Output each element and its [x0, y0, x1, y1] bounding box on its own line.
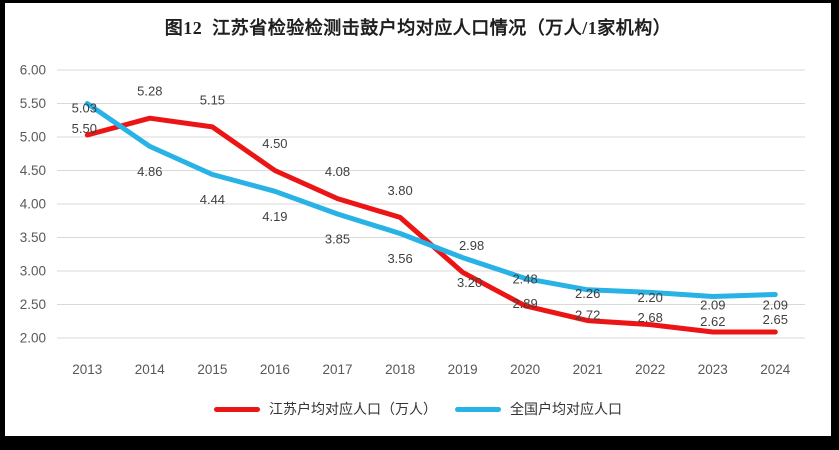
x-axis-tick-label: 2018 [385, 362, 415, 377]
x-axis-tick-label: 2024 [760, 362, 791, 377]
data-label: 2.26 [575, 286, 600, 301]
data-label: 4.86 [137, 164, 162, 179]
y-axis-tick-label: 5.50 [20, 96, 46, 111]
data-label: 2.62 [700, 314, 725, 329]
data-label: 4.19 [262, 209, 287, 224]
x-axis-tick-label: 2020 [510, 362, 540, 377]
jiangsu-line-swatch-icon [214, 406, 260, 412]
data-label: 4.44 [200, 192, 225, 207]
data-label: 2.09 [763, 298, 788, 313]
x-axis-tick-label: 2019 [448, 362, 478, 377]
y-axis-tick-label: 4.50 [20, 163, 46, 178]
x-axis-tick-label: 2017 [322, 362, 352, 377]
data-label: 4.50 [262, 136, 287, 151]
legend-label-jiangsu: 江苏户均对应人口（万人） [269, 401, 437, 417]
chart-legend: 江苏户均对应人口（万人） 全国户均对应人口 [5, 395, 831, 423]
data-label: 2.20 [638, 290, 663, 305]
y-axis-tick-label: 5.00 [20, 130, 46, 145]
data-label: 2.89 [512, 296, 537, 311]
x-axis-tick-label: 2015 [197, 362, 227, 377]
data-label: 5.15 [200, 92, 225, 107]
data-label: 4.08 [325, 164, 350, 179]
y-axis-tick-label: 2.50 [20, 297, 46, 312]
legend-item-jiangsu: 江苏户均对应人口（万人） [214, 399, 437, 419]
chart-title: 图12 江苏省检验检测击鼓户均对应人口情况（万人/1家机构） [164, 18, 672, 38]
data-label: 5.28 [137, 84, 162, 99]
x-axis-tick-label: 2023 [698, 362, 728, 377]
x-axis-tick-label: 2021 [573, 362, 603, 377]
data-label: 3.56 [387, 251, 412, 266]
y-axis-tick-label: 3.00 [20, 264, 46, 279]
y-axis-tick-label: 2.00 [20, 331, 46, 346]
line-chart-plot-area: 6.00 5.50 5.00 4.50 4.00 3.50 3.00 2.50 2.00 2013… [20, 63, 805, 377]
legend-label-national: 全国户均对应人口 [510, 401, 622, 417]
y-axis-tick-label: 6.00 [20, 63, 46, 78]
x-axis-tick-label: 2016 [260, 362, 290, 377]
data-label: 3.85 [325, 232, 350, 247]
y-axis-tick-label: 3.50 [20, 230, 46, 245]
data-label: 5.50 [72, 121, 97, 136]
x-axis-tick-label: 2014 [135, 362, 166, 377]
data-label: 3.80 [387, 183, 412, 198]
series-line-jiangsu [84, 115, 778, 335]
data-label: 5.03 [72, 101, 97, 116]
national-line-swatch-icon [455, 406, 501, 412]
x-axis-tick-label: 2022 [635, 362, 665, 377]
data-label: 2.48 [512, 271, 537, 286]
y-axis-tick-label: 4.00 [20, 197, 46, 212]
series-line-national [84, 101, 778, 299]
data-label: 2.68 [638, 310, 663, 325]
data-label: 2.98 [459, 238, 484, 253]
data-label: 2.65 [763, 312, 788, 327]
data-label: 3.20 [457, 275, 482, 290]
data-label: 2.72 [575, 307, 600, 322]
x-axis-tick-label: 2013 [72, 362, 102, 377]
legend-item-national: 全国户均对应人口 [455, 399, 622, 419]
data-label: 2.09 [700, 298, 725, 313]
